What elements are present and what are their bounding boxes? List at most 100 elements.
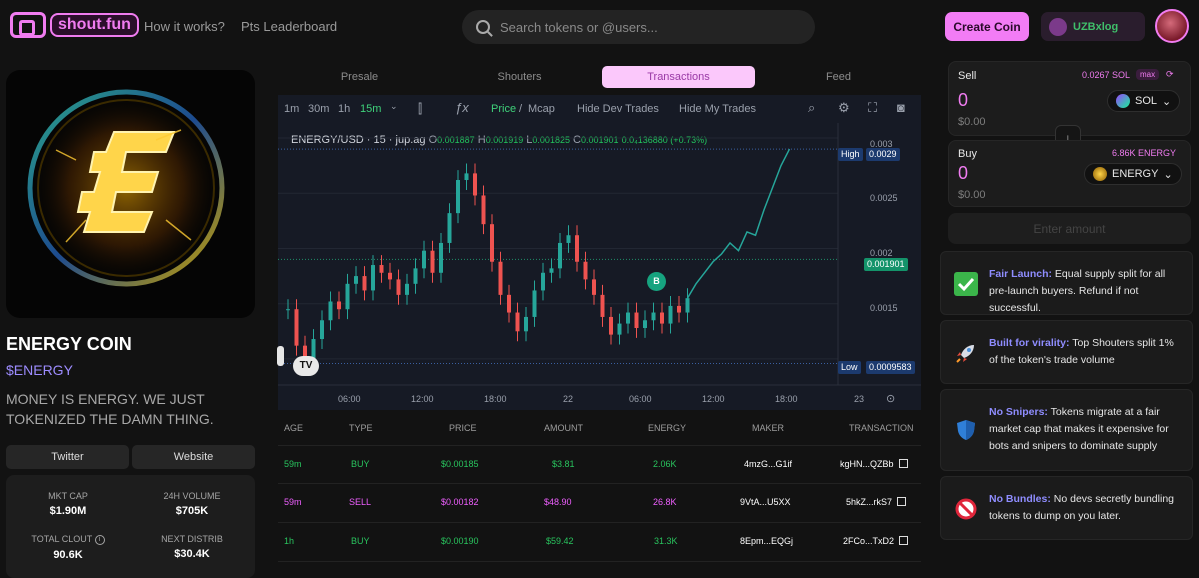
fullscreen-icon[interactable]: ⛶ (868, 100, 878, 115)
col-maker: MAKER (752, 423, 785, 433)
create-coin-button[interactable]: Create Coin (945, 12, 1029, 41)
col-age: AGE (284, 423, 304, 433)
row-energy: 2.06K (653, 459, 677, 469)
twitter-link-button[interactable]: Twitter (6, 445, 129, 469)
hide-dev-trades-toggle[interactable]: Hide Dev Trades (577, 103, 659, 115)
collapse-handle[interactable] (277, 346, 284, 366)
close-value: 0.001901 (580, 135, 619, 145)
camera-icon[interactable]: ◙ (897, 100, 905, 115)
candle-body (592, 279, 596, 295)
buy-marker[interactable]: B (647, 272, 666, 291)
row-price: $0.00185 (441, 459, 479, 469)
tab-transactions[interactable]: Transactions (602, 66, 755, 88)
refresh-icon[interactable]: ⟳ (1166, 69, 1174, 79)
stat-market-cap: MKT CAP $1.90M (6, 491, 130, 517)
nav-how-it-works[interactable]: How it works? (144, 19, 225, 34)
enter-amount-button[interactable]: Enter amount (948, 213, 1191, 244)
avatar[interactable] (1155, 9, 1189, 43)
row-divider (278, 522, 921, 523)
toggle-separator: / (519, 103, 523, 115)
logo[interactable]: shout.fun (10, 12, 139, 38)
candle-body (464, 173, 469, 181)
feature-body: Top Shouters split 1% of the token's tra… (989, 337, 1174, 366)
interval-1m[interactable]: 1m (284, 103, 300, 115)
interval-30m[interactable]: 30m (308, 103, 330, 115)
zoom-icon[interactable]: ⌕ (808, 100, 816, 115)
row-maker[interactable]: 4mzG...G1if (744, 459, 793, 469)
max-button[interactable]: max (1136, 69, 1160, 80)
external-link-icon[interactable] (898, 459, 908, 468)
search-bar[interactable] (462, 10, 815, 44)
hide-my-trades-toggle[interactable]: Hide My Trades (679, 103, 757, 115)
candle-body (456, 180, 460, 214)
website-link-button[interactable]: Website (132, 445, 255, 469)
buy-token-select[interactable]: ENERGY ⌄ (1084, 163, 1182, 185)
low-tag-value: 0.0009583 (866, 361, 915, 374)
sell-token-select[interactable]: SOL ⌄ (1107, 90, 1181, 112)
stat-label: MKT CAP (48, 491, 88, 501)
candle-body (668, 305, 673, 324)
row-transaction[interactable]: 5hkZ...rkS7 (846, 497, 907, 507)
candles-icon[interactable]: ⫿ (418, 101, 423, 116)
feature-title: No Snipers: (989, 406, 1048, 418)
row-maker[interactable]: 8Epm...EQGj (740, 536, 794, 546)
row-transaction[interactable]: 2FCo...TxD2 (843, 536, 909, 546)
row-amount: $59.42 (546, 536, 574, 546)
search-input[interactable] (500, 19, 800, 35)
buy-token-label: ENERGY (1112, 168, 1159, 180)
buy-amount-input[interactable]: 0 (958, 163, 969, 183)
candle-body (388, 272, 392, 280)
user-profile-pill[interactable]: UZBxlog (1041, 12, 1145, 41)
tab-shouters[interactable]: Shouters (497, 71, 542, 83)
candle-body (549, 268, 554, 273)
candle-body (643, 320, 647, 328)
row-type: SELL (349, 497, 372, 507)
candle-body (320, 320, 324, 340)
sell-balance: 0.0267 SOL (1082, 70, 1131, 80)
interval-15m[interactable]: 15m (360, 103, 382, 115)
row-type: BUY (351, 536, 370, 546)
x-tick: 23 (854, 394, 865, 404)
candlestick-plot[interactable] (278, 123, 921, 410)
row-price: $0.00190 (441, 536, 479, 546)
prohibited-icon (955, 498, 977, 520)
time-settings-icon[interactable]: ⊙ (886, 393, 896, 405)
check-icon (954, 272, 978, 296)
tab-feed[interactable]: Feed (825, 71, 852, 83)
nav-pts-leaderboard[interactable]: Pts Leaderboard (241, 19, 338, 34)
row-tx-hash: 5hkZ...rkS7 (846, 497, 893, 507)
external-link-icon[interactable] (897, 497, 907, 506)
feature-title: Fair Launch: (989, 268, 1053, 280)
chevron-down-icon[interactable]: ⌄ (390, 101, 398, 111)
feature-title: No Bundles: (989, 493, 1051, 505)
current-price-tag: 0.001901 (864, 258, 908, 271)
row-transaction[interactable]: kgHN...QZBb (840, 459, 908, 469)
low-tag-label: Low (838, 361, 861, 374)
mcap-toggle[interactable]: Mcap (528, 103, 555, 115)
sell-amount-input[interactable]: 0 (958, 90, 969, 110)
price-toggle[interactable]: Price (491, 103, 517, 115)
feature-text: No Snipers: Tokens migrate at a fair mar… (989, 404, 1185, 455)
sell-token-label: SOL (1135, 95, 1158, 107)
row-maker[interactable]: 9VtA...U5XX (740, 497, 791, 507)
col-energy: ENERGY (648, 423, 687, 433)
external-link-icon[interactable] (899, 536, 909, 545)
candle-body (422, 250, 426, 269)
info-icon[interactable]: i (94, 534, 105, 545)
candle-body (609, 316, 613, 335)
chevron-down-icon: ⌄ (1162, 95, 1172, 108)
close-key: C (573, 134, 581, 146)
x-tick: 12:00 (702, 394, 725, 404)
gear-icon[interactable]: ⚙ (838, 100, 850, 115)
row-type: BUY (351, 459, 370, 469)
shield-icon (957, 420, 975, 440)
tab-presale[interactable]: Presale (340, 71, 379, 83)
row-age: 59m (284, 497, 302, 507)
y-tick: 0.0015 (870, 303, 898, 313)
user-token-icon (1049, 17, 1067, 36)
candle-body (524, 316, 528, 332)
price-chart[interactable] (278, 95, 921, 410)
tradingview-logo[interactable]: TV (293, 356, 319, 376)
indicators-icon[interactable]: ƒx (455, 100, 469, 115)
interval-1h[interactable]: 1h (338, 103, 351, 115)
